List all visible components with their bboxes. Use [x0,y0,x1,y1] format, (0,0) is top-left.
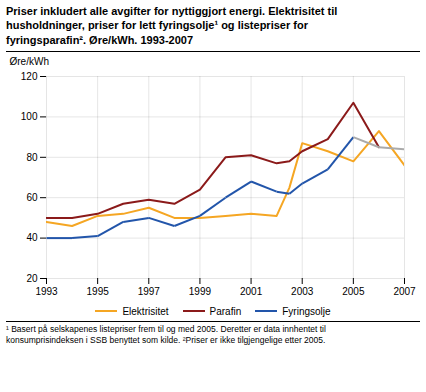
svg-text:1995: 1995 [87,285,110,296]
svg-text:1993: 1993 [35,285,58,296]
svg-text:100: 100 [21,111,38,122]
html-text:Parafin: Parafin [209,305,242,317]
svg-text:Øre/kWh: Øre/kWh [10,55,49,66]
html-text:Priser inkludert alle avgifter: Priser inkludert alle avgifter for nytti… [6,5,338,46]
svg-text:40: 40 [26,232,38,243]
svg-text:2001: 2001 [240,285,263,296]
svg-text:2003: 2003 [291,285,314,296]
svg-text:20: 20 [26,273,38,284]
svg-text:2007: 2007 [393,285,416,296]
svg-text:2005: 2005 [342,285,365,296]
svg-text:80: 80 [26,151,38,162]
svg-text:120: 120 [21,71,38,82]
svg-text:1999: 1999 [189,285,212,296]
html-text:¹ Basert på selskapenes listep: ¹ Basert på selskapenes listepriser frem… [6,323,326,334]
html-text:Elektrisitet: Elektrisitet [122,305,169,317]
html-text:Fyringsolje: Fyringsolje [282,305,331,317]
svg-text:1997: 1997 [138,285,161,296]
svg-text:60: 60 [26,192,38,203]
html-text:konsumprisindeksen i SSB benyt: konsumprisindeksen i SSB benyttet som ki… [6,334,326,345]
